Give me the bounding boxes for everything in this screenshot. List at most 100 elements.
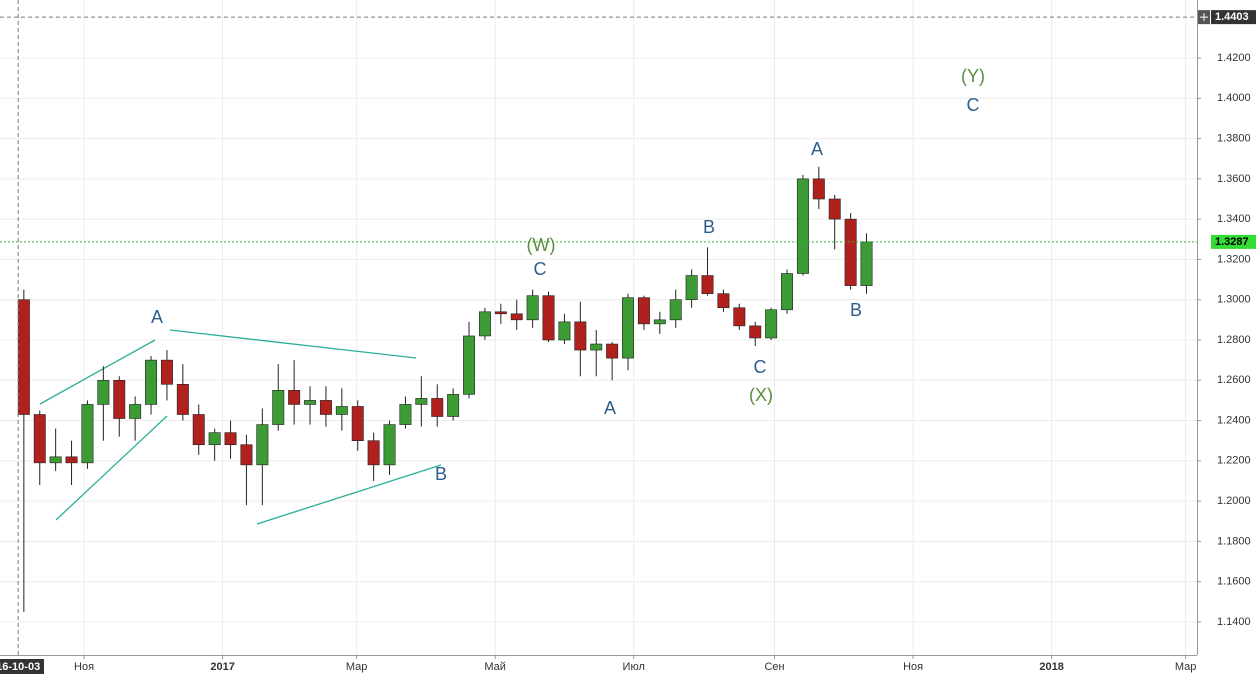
crosshair-x-box bbox=[0, 659, 44, 674]
candle-body bbox=[447, 394, 460, 417]
candle-body bbox=[463, 335, 476, 395]
candle-body bbox=[335, 406, 348, 415]
candle-body bbox=[494, 311, 507, 315]
trend-line bbox=[169, 329, 417, 359]
x-tick-label: Мар bbox=[346, 661, 368, 673]
candle-body bbox=[844, 218, 857, 286]
candle-body bbox=[542, 295, 555, 341]
candle-body bbox=[192, 414, 205, 446]
candle-body bbox=[65, 456, 78, 464]
x-tick-label: Мар bbox=[1175, 661, 1197, 673]
wave-label: B bbox=[703, 217, 715, 237]
y-tick-label: 1.1400 bbox=[1217, 616, 1251, 628]
candle-body bbox=[526, 295, 539, 321]
candle-body bbox=[145, 359, 158, 405]
last-price-box bbox=[1211, 234, 1256, 249]
y-tick-label: 1.3600 bbox=[1217, 173, 1251, 185]
wave-label: A bbox=[604, 398, 616, 418]
candle-body bbox=[431, 398, 444, 417]
crosshair-x-label: 16-10-03 bbox=[0, 661, 40, 673]
candle-body bbox=[749, 325, 762, 339]
wave-label: B bbox=[850, 300, 862, 320]
candle-body bbox=[129, 404, 142, 419]
candle-body bbox=[256, 424, 269, 466]
candle-body bbox=[781, 273, 794, 311]
candle-body bbox=[765, 309, 778, 339]
y-tick-label: 1.1800 bbox=[1217, 535, 1251, 547]
wave-label: A bbox=[151, 307, 163, 327]
candle-body bbox=[33, 414, 46, 464]
last-price-label: 1.3287 bbox=[1215, 236, 1249, 248]
candle-body bbox=[81, 404, 94, 464]
candle-body bbox=[733, 307, 746, 327]
candle-body bbox=[351, 406, 364, 441]
candle-body bbox=[160, 359, 173, 385]
x-tick-label: Май bbox=[484, 661, 506, 673]
candle-body bbox=[685, 275, 698, 301]
candle-body bbox=[415, 398, 428, 405]
y-tick-label: 1.4200 bbox=[1217, 52, 1251, 64]
candle-body bbox=[812, 178, 825, 200]
wave-label: A bbox=[811, 139, 823, 159]
y-tick-label: 1.2800 bbox=[1217, 334, 1251, 346]
trend-lines bbox=[39, 329, 442, 525]
candle-body bbox=[637, 297, 650, 325]
candle-body bbox=[606, 343, 619, 359]
candle-body bbox=[176, 383, 189, 415]
crosshair-y-label: 1.4403 bbox=[1215, 11, 1249, 23]
y-tick-label: 1.2600 bbox=[1217, 374, 1251, 386]
wave-label: C bbox=[754, 357, 767, 377]
candle-body bbox=[701, 275, 714, 294]
wave-label: (W) bbox=[527, 235, 556, 255]
trend-line bbox=[55, 415, 168, 521]
wave-label: C bbox=[967, 95, 980, 115]
candle-body bbox=[399, 404, 412, 425]
candle-body bbox=[383, 424, 396, 466]
trend-line bbox=[39, 339, 156, 405]
grid bbox=[0, 0, 1197, 655]
candle-body bbox=[319, 400, 332, 415]
x-tick-label: Сен bbox=[764, 661, 784, 673]
x-tick-label: Ноя bbox=[903, 661, 923, 673]
trend-line bbox=[256, 464, 442, 525]
candle-body bbox=[510, 313, 523, 321]
y-tick-label: 1.3000 bbox=[1217, 294, 1251, 306]
candle-body bbox=[49, 456, 62, 464]
candle-body bbox=[17, 299, 30, 415]
candle-body bbox=[272, 390, 285, 425]
candle-body bbox=[97, 379, 110, 405]
y-tick-label: 1.3800 bbox=[1217, 132, 1251, 144]
candle-body bbox=[653, 319, 666, 325]
wave-label: (Y) bbox=[961, 66, 985, 86]
candle-body bbox=[669, 299, 682, 321]
x-tick-label: 2018 bbox=[1039, 661, 1063, 673]
x-tick-label: Июл bbox=[623, 661, 645, 673]
y-tick-label: 1.4000 bbox=[1217, 92, 1251, 104]
candle-body bbox=[796, 178, 809, 274]
candle-body bbox=[288, 390, 301, 405]
candle-body bbox=[574, 321, 587, 351]
y-tick-label: 1.2200 bbox=[1217, 455, 1251, 467]
candle-body bbox=[208, 432, 221, 446]
candle-body bbox=[860, 241, 873, 286]
candle-body bbox=[622, 297, 635, 359]
x-tick-label: Ноя bbox=[74, 661, 94, 673]
candle-body bbox=[304, 400, 317, 405]
candle-body bbox=[367, 440, 380, 466]
candle-body bbox=[717, 293, 730, 309]
y-tick-label: 1.2400 bbox=[1217, 414, 1251, 426]
crosshair-plus bbox=[1200, 13, 1208, 22]
x-tick-label: 2017 bbox=[210, 661, 234, 673]
candle-body bbox=[828, 198, 841, 220]
y-tick-label: 1.2000 bbox=[1217, 495, 1251, 507]
candle-body bbox=[224, 432, 237, 446]
wave-label: C bbox=[534, 259, 547, 279]
candle-body bbox=[478, 311, 491, 337]
candles bbox=[17, 166, 873, 612]
y-tick-label: 1.3200 bbox=[1217, 253, 1251, 265]
candle-body bbox=[558, 321, 571, 341]
wave-label: (X) bbox=[749, 385, 773, 405]
wave-labels: A B (W) C A B C (X) A B (Y) C bbox=[151, 66, 985, 484]
